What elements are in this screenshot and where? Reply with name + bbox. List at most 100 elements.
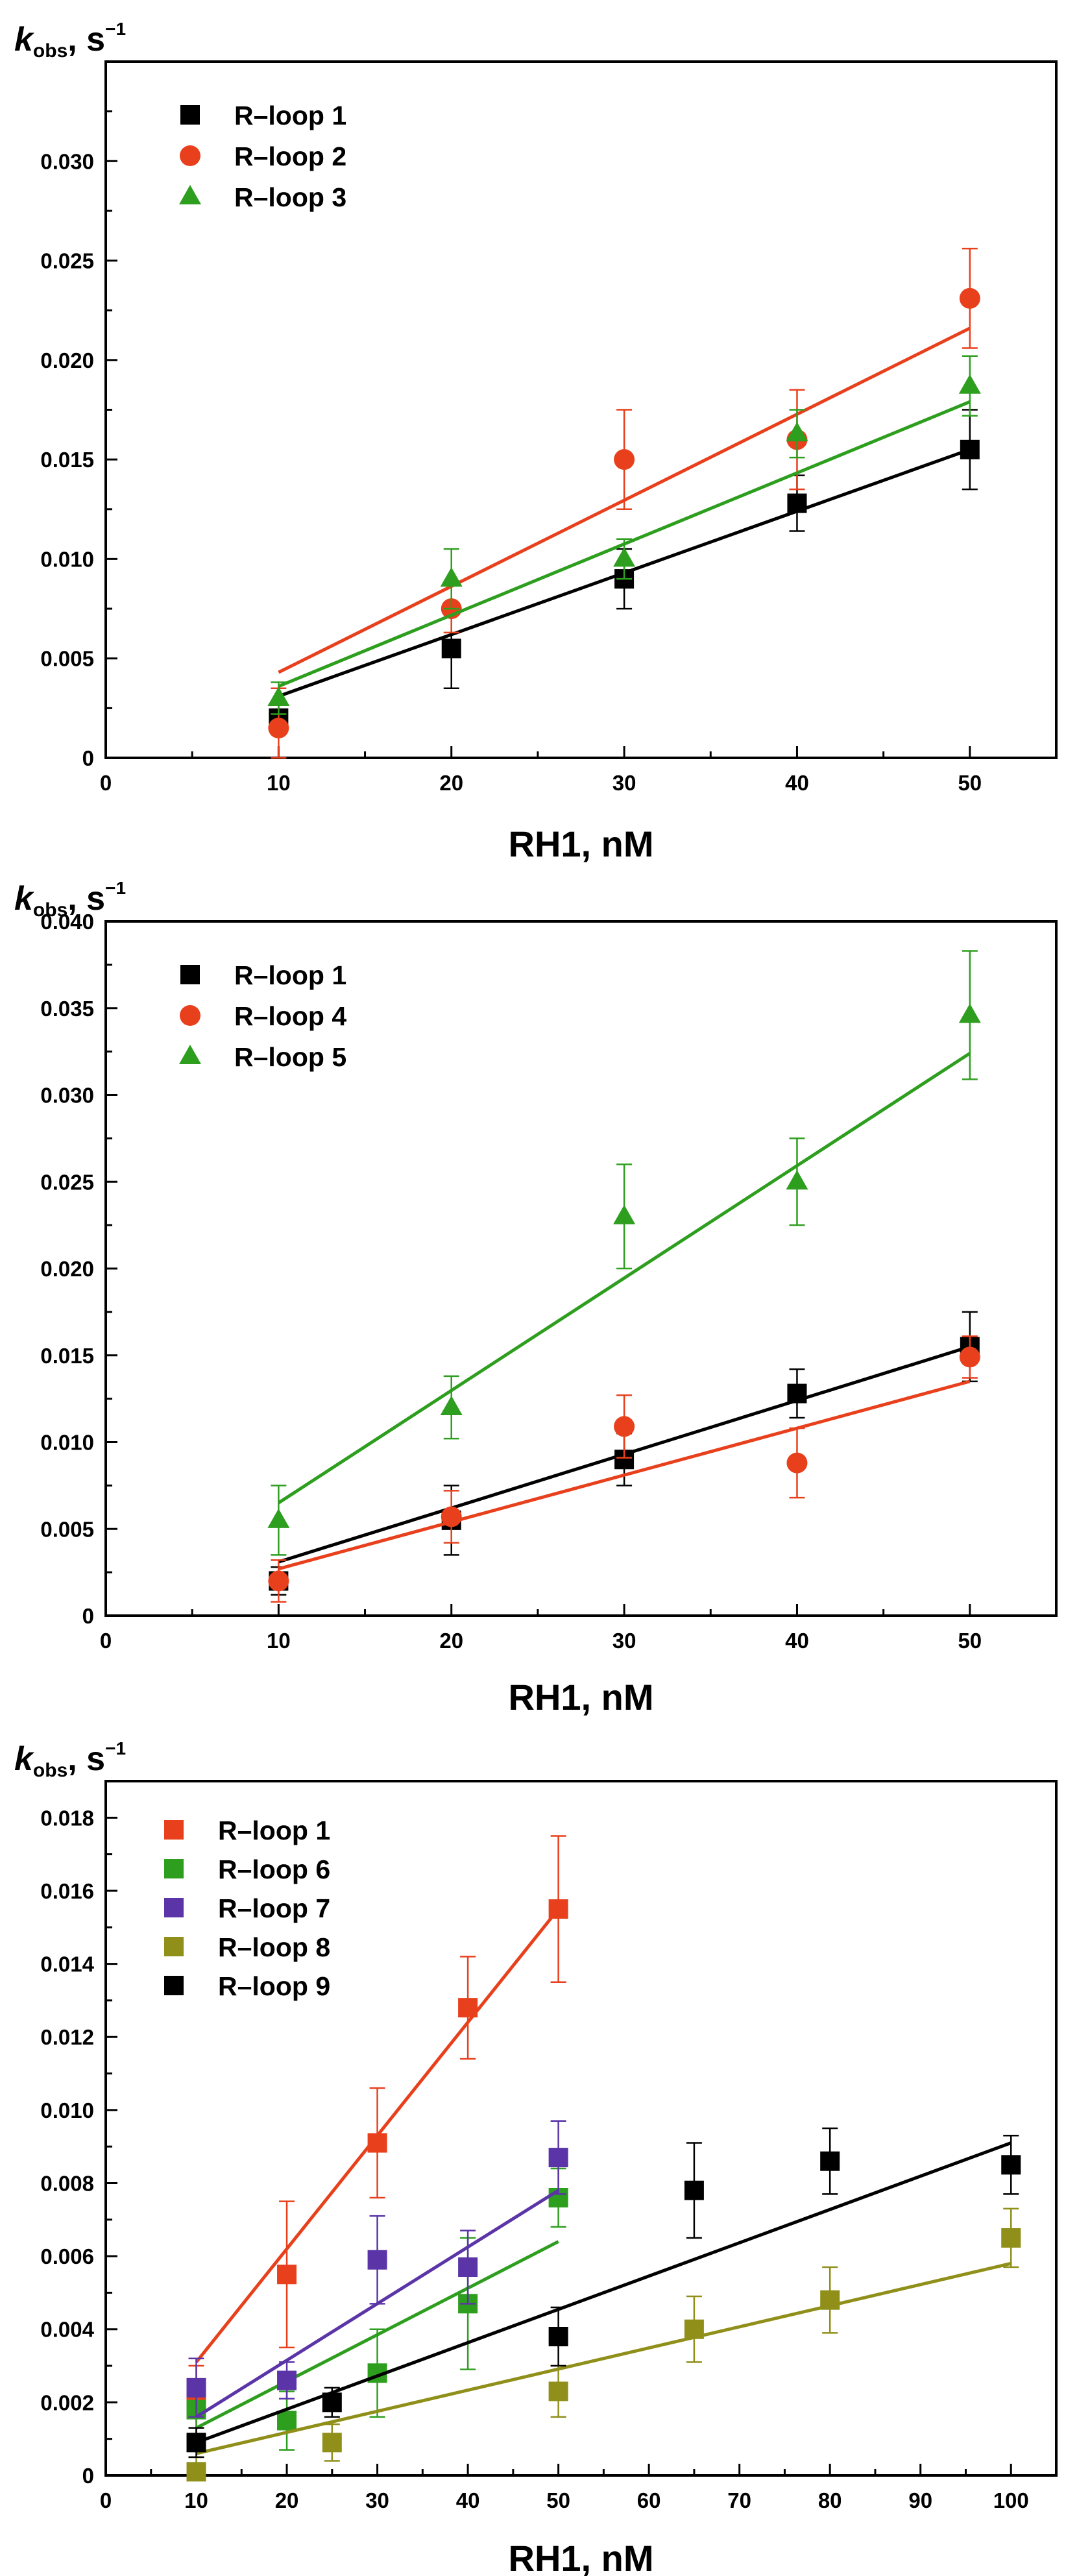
panel-middle-ylabel-k: k: [14, 880, 35, 917]
panel-middle-ytick-label-6: 0.030: [40, 1084, 94, 1108]
panel-bottom-point-3-3: [367, 2250, 387, 2270]
panel-top-legend: R–loop 1 R–loop 2 R–loop 3: [179, 101, 346, 212]
panel-top-ylabel: kobs, s−1: [14, 19, 126, 62]
panel-bottom-legend-marker-3: [164, 1898, 184, 1917]
panel-top-point-3-2: [440, 567, 463, 587]
panel-bottom-point-3-2: [277, 2370, 297, 2390]
panel-bottom-xtick-label-4: 40: [456, 2488, 480, 2512]
panel-bottom-fit-line-4: [195, 2261, 1011, 2455]
panel-middle-legend-label-3: R–loop 5: [234, 1042, 346, 1072]
panel-middle-xtick-label-5: 50: [958, 1629, 982, 1653]
panel-bottom-xtick-label-6: 60: [637, 2488, 661, 2512]
panel-bottom-point-3-1: [186, 2377, 206, 2398]
panel-top-xtick-label-4: 40: [785, 771, 809, 795]
panel-bottom-ytick-label-0: 0: [82, 2464, 94, 2488]
panel-middle-point-1-4: [787, 1383, 807, 1403]
panel-bottom-point-4-2: [322, 2433, 342, 2453]
panel-top-ytick-label-0: 0: [82, 746, 94, 770]
panel-bottom-xtick-label-10: 100: [993, 2488, 1029, 2512]
panel-top-legend-marker-2: [180, 145, 200, 166]
panel-bottom-ytick-label-2: 0.004: [40, 2318, 94, 2342]
panel-bottom-series-4: [186, 2207, 1021, 2482]
panel-middle-legend: R–loop 1 R–loop 4 R–loop 5: [179, 960, 346, 1072]
panel-middle-point-3-2: [440, 1396, 463, 1415]
panel-bottom-ylabel: kobs, s−1: [14, 1738, 126, 1781]
panel-bottom-series-3: [186, 2120, 568, 2419]
panel-bottom-legend-marker-5: [164, 1976, 184, 1995]
panel-top-ytick-label-5: 0.025: [40, 249, 94, 273]
panel-middle-xlabel: RH1, nM: [509, 1677, 654, 1718]
panel-top: 0 10 20 30 40 50 0 0.005 0.010 0.015 0.020 0.025 0.0…: [14, 19, 1058, 864]
panel-bottom-point-1-2: [277, 2265, 297, 2285]
panel-bottom-point-1-4: [458, 1998, 478, 2018]
panel-bottom-point-4-6: [1001, 2228, 1021, 2248]
panel-middle-ytick-label-7: 0.035: [40, 997, 94, 1021]
panel-middle-point-2-4: [786, 1452, 808, 1474]
panel-top-series-3: [267, 355, 981, 715]
panel-bottom-xlabel: RH1, nM: [509, 2538, 654, 2576]
panel-middle-point-3-1: [267, 1508, 290, 1528]
panel-top-ytick-label-1: 0.005: [40, 647, 94, 671]
panel-bottom-legend-marker-1: [164, 1820, 184, 1840]
panel-middle-ylabel: kobs, s−1: [14, 878, 126, 921]
panel-middle-legend-label-1: R–loop 1: [234, 960, 346, 990]
panel-bottom-legend-marker-4: [164, 1937, 184, 1956]
panel-bottom-point-5-2: [322, 2392, 342, 2412]
panel-middle-legend-marker-1: [180, 965, 200, 984]
panel-top-xtick-label-0: 0: [100, 771, 112, 795]
panel-bottom-legend-label-3: R–loop 7: [218, 1893, 330, 1923]
panel-top-xtick-label-3: 30: [612, 771, 636, 795]
panel-top-xlabel: RH1, nM: [509, 823, 654, 864]
panel-middle-ytick-label-0: 0: [82, 1604, 94, 1628]
panel-bottom-point-4-1: [186, 2462, 206, 2482]
panel-bottom-xtick-label-7: 70: [727, 2488, 751, 2512]
panel-middle-ytick-label-2: 0.010: [40, 1431, 94, 1455]
panel-bottom-series-5: [186, 2127, 1021, 2459]
panel-bottom-ytick-label-1: 0.002: [40, 2390, 94, 2414]
panel-middle-ylabel-unit: , s: [67, 880, 105, 917]
panel-top-ytick-label-6: 0.030: [40, 149, 94, 173]
panel-bottom-xtick-label-5: 50: [546, 2488, 570, 2512]
panel-top-ytick-label-3: 0.015: [40, 448, 94, 472]
panel-bottom-point-5-3: [548, 2327, 568, 2346]
panel-top-legend-label-2: R–loop 2: [234, 141, 346, 171]
panel-middle-series-3: [267, 950, 981, 1556]
panel-top-ylabel-sup: −1: [105, 19, 126, 39]
panel-bottom-xtick-label-1: 10: [184, 2488, 208, 2512]
panel-bottom-point-5-6: [1001, 2155, 1021, 2175]
panel-top-series-2: [268, 247, 980, 759]
panel-bottom-point-2-2: [277, 2411, 297, 2431]
panel-bottom-series-2: [186, 2167, 568, 2451]
panel-middle-legend-label-2: R–loop 4: [234, 1001, 346, 1031]
panel-middle-ylabel-sup: −1: [105, 878, 126, 898]
panel-bottom-point-5-1: [186, 2433, 206, 2453]
panel-middle-legend-marker-2: [180, 1005, 200, 1026]
panel-bottom-ytick-label-7: 0.014: [40, 1952, 94, 1976]
panel-bottom-ytick-label-5: 0.010: [40, 2098, 94, 2122]
panel-top-ylabel-k: k: [14, 21, 35, 58]
panel-middle-fit-line-3: [278, 1052, 971, 1505]
panel-top-xtick-label-5: 50: [958, 771, 982, 795]
panel-top-legend-marker-1: [180, 105, 200, 125]
panel-top-point-3-1: [267, 687, 290, 707]
panel-bottom-legend-label-2: R–loop 6: [218, 1854, 330, 1884]
panel-bottom-ylabel-k: k: [14, 1740, 35, 1778]
panel-top-legend-label-3: R–loop 3: [234, 182, 346, 212]
panel-top-point-3-5: [958, 374, 981, 394]
panel-middle: 0 10 20 30 40 50 0 0.005 0.010 0.015 0.020 0.025 0.0…: [14, 878, 1058, 1718]
panel-bottom-legend: R–loop 1 R–loop 6 R–loop 7 R–loop 8 R–loop 9: [164, 1816, 330, 2001]
panel-top-ylabel-unit: , s: [67, 21, 105, 58]
panel-top-legend-label-1: R–loop 1: [234, 101, 346, 130]
panel-top-point-2-3: [614, 449, 635, 470]
panel-middle-xtick-label-3: 30: [612, 1629, 636, 1653]
panel-top-point-2-1: [268, 718, 289, 739]
panel-top-point-3-4: [786, 422, 808, 442]
panel-bottom-point-4-3: [548, 2381, 568, 2401]
panel-middle-xtick-label-1: 10: [267, 1629, 291, 1653]
panel-bottom-ytick-label-9: 0.018: [40, 1806, 94, 1830]
panel-top-point-1-4: [787, 493, 807, 513]
panel-bottom-legend-label-5: R–loop 9: [218, 1971, 330, 2001]
panel-top-point-3-3: [613, 547, 636, 567]
panel-middle-xtick-label-0: 0: [100, 1629, 112, 1653]
panel-top-point-1-2: [441, 638, 461, 659]
